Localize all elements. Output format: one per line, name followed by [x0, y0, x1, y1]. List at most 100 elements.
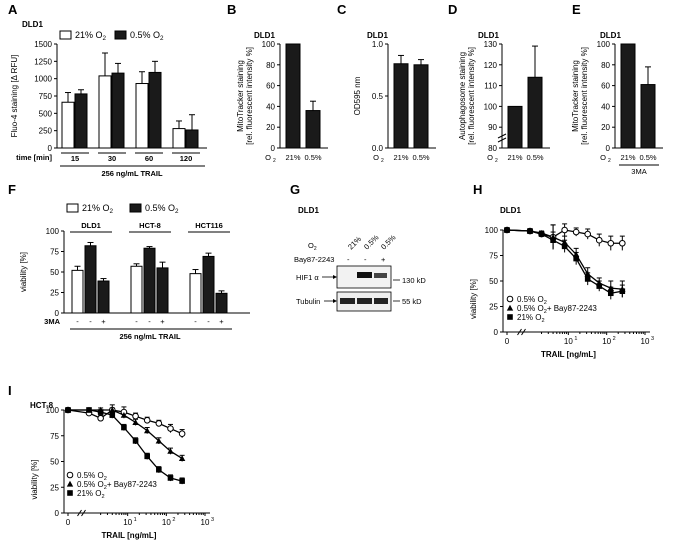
chart-i-xbreak-1 — [77, 509, 82, 517]
chart-i-legend-label-1-rest: + Bay87-2243 — [107, 480, 158, 489]
chart-h-xtick-exp-1: 1 — [574, 336, 577, 342]
chart-i-point-1-8 — [167, 448, 174, 454]
chart-b: DLD1 0 20 40 60 80 100 MitoTracker staining [rel… — [236, 31, 328, 164]
chart-a-legend-label-2: 0.5% O2 — [130, 30, 164, 42]
chart-h-point-0-4 — [561, 226, 568, 234]
chart-f-legend-label-2-sub: 2 — [175, 208, 179, 215]
blot-hif1-size: 130 kD — [402, 276, 426, 285]
chart-i-point-1-6 — [143, 427, 151, 434]
chart-h-xlabel: TRAIL [ng/mL] — [541, 350, 596, 359]
chart-d-ytick-label-2: 100 — [484, 102, 498, 111]
band-hif1-lane3 — [374, 273, 387, 278]
panel-letter-b: B — [227, 2, 236, 17]
chart-h-legend-label-1-rest: + Bay87-2243 — [547, 304, 598, 313]
chart-a-ytick-label-3: 750 — [39, 92, 53, 101]
chart-h-point-1-4 — [561, 239, 568, 245]
chart-b-ylabel-line2: [rel. fluorescent intensity %] — [245, 47, 254, 145]
chart-i-legend-label-2-main: 21% O — [77, 489, 101, 498]
chart-c-xtick-label-1: 0.5% — [412, 153, 429, 162]
blot-tubulin-label: Tubulin — [296, 297, 320, 306]
chart-i-legend-label-1-sub: 2 — [104, 485, 107, 491]
panel-letter-i: I — [8, 383, 12, 398]
chart-a-xtick-label-2: 60 — [145, 154, 153, 163]
chart-i-ytick-label-2: 50 — [50, 458, 59, 467]
chart-h-ylabel: viability [%] — [469, 279, 478, 319]
chart-c-title: DLD1 — [367, 31, 388, 40]
chart-f-legend-label-1-main: 21% O — [82, 203, 110, 213]
blot-mark-2: - — [364, 255, 367, 264]
chart-a-legend-swatch-1 — [59, 30, 72, 40]
chart-f-bar-1-1 — [143, 247, 156, 314]
blot-lane-label-3: 0.5% — [379, 233, 398, 252]
chart-i-series-line-1 — [68, 409, 183, 459]
chart-a-legend-label-1-main: 21% O — [75, 30, 103, 40]
chart-h-ytick-label-2: 50 — [489, 277, 498, 286]
blot-mark-3: + — [381, 255, 386, 264]
chart-i-point-1-7 — [155, 437, 163, 444]
chart-f-mark-1-1: - — [148, 317, 151, 326]
blot-treatment-label: Bay87-2243 — [294, 255, 334, 264]
chart-f-ytick-label-2: 50 — [50, 268, 59, 277]
chart-d-row-label-o: O — [487, 153, 493, 162]
chart-f-ytick-label-0: 0 — [55, 309, 60, 318]
chart-h-point-0-8 — [607, 239, 615, 247]
chart-d-ylabel-line2: [rel. fluorescent intensity %] — [467, 47, 476, 145]
chart-i-ytick-label-0: 0 — [55, 509, 60, 518]
chart-a: DLD1 0 250 500 750 1000 1250 1500 Fluo-4 stainin… — [10, 20, 207, 178]
chart-i-point-1-3 — [109, 406, 116, 413]
chart-a-bar-0-2 — [135, 83, 149, 149]
chart-a-bar-1-1 — [111, 72, 125, 149]
chart-e-group-label: 3MA — [631, 167, 646, 176]
chart-i-xbreak-2 — [81, 509, 86, 517]
chart-h-point-2-0 — [504, 227, 510, 233]
chart-f-mark-2-0: - — [194, 317, 197, 326]
chart-a-bar-0-3 — [172, 128, 186, 149]
blot-hif1-label: HIF1 α — [296, 273, 319, 282]
chart-e-row-label-sub: 2 — [608, 158, 611, 164]
chart-a-group-label: 256 ng/mL TRAIL — [101, 169, 163, 178]
chart-d-ylabel-line1: Autophagosome staining — [458, 52, 467, 140]
chart-h-xtick-label-2: 10 — [602, 337, 611, 346]
chart-b-title: DLD1 — [254, 31, 275, 40]
chart-d-ytick-label-1: 90 — [488, 123, 497, 132]
chart-h-legend-label-0-main: 0.5% O — [517, 295, 544, 304]
chart-h-legend-label-0: 0.5% O2 — [517, 295, 547, 306]
chart-h-point-2-7 — [596, 283, 603, 289]
band-tubulin-lane3 — [374, 298, 388, 304]
chart-e-ylabel-line2: [rel. fluorescent intensity %] — [580, 47, 589, 145]
chart-i-legend-marker-1 — [66, 480, 74, 487]
chart-c-row-label-o: O — [373, 153, 379, 162]
chart-f-mark-0-2: + — [101, 317, 106, 326]
chart-h-ytick-label-0: 0 — [494, 328, 499, 337]
chart-a-ytick-label-1: 250 — [39, 127, 53, 136]
chart-e-ytick-label-1: 20 — [601, 123, 610, 132]
chart-i-xtick-exp-2: 2 — [172, 517, 175, 523]
chart-i-point-2-1 — [86, 407, 92, 413]
chart-i-xlabel: TRAIL [ng/mL] — [102, 531, 157, 540]
chart-c-ytick-label-1: 0.5 — [372, 92, 384, 101]
chart-h-point-2-3 — [550, 237, 556, 243]
chart-f-mark-2-1: - — [207, 317, 210, 326]
chart-a-legend-swatch-2 — [114, 30, 127, 40]
chart-i-point-0-5 — [132, 412, 139, 420]
chart-i-legend-label-0-sub: 2 — [104, 476, 107, 482]
chart-h-legend-label-2: 21% O2 — [517, 313, 545, 324]
chart-i-point-2-2 — [97, 409, 104, 415]
chart-i-legend-label-0-main: 0.5% O — [77, 471, 104, 480]
chart-d-ytick-label-4: 120 — [484, 61, 498, 70]
chart-i-point-2-6 — [144, 453, 150, 460]
panel-letter-g: G — [290, 182, 300, 197]
chart-d-break-2 — [497, 137, 507, 143]
chart-i-point-2-7 — [156, 466, 162, 473]
chart-f-legend-swatch-2 — [129, 203, 142, 213]
chart-b-row-label-o: O — [265, 153, 271, 162]
blot-o2-label: O2 — [308, 241, 317, 252]
chart-f-bar-1-0 — [130, 265, 143, 314]
chart-i-xtick-label-1: 10 — [123, 518, 132, 527]
chart-f-legend-label-2: 0.5% O2 — [145, 203, 179, 215]
panel-letter-a: A — [8, 2, 18, 17]
chart-f-bar-2-1 — [202, 255, 215, 314]
chart-c: DLD1 0.0 0.5 1.0 OD595 nm O 2 21% 0.5% — [353, 31, 436, 164]
